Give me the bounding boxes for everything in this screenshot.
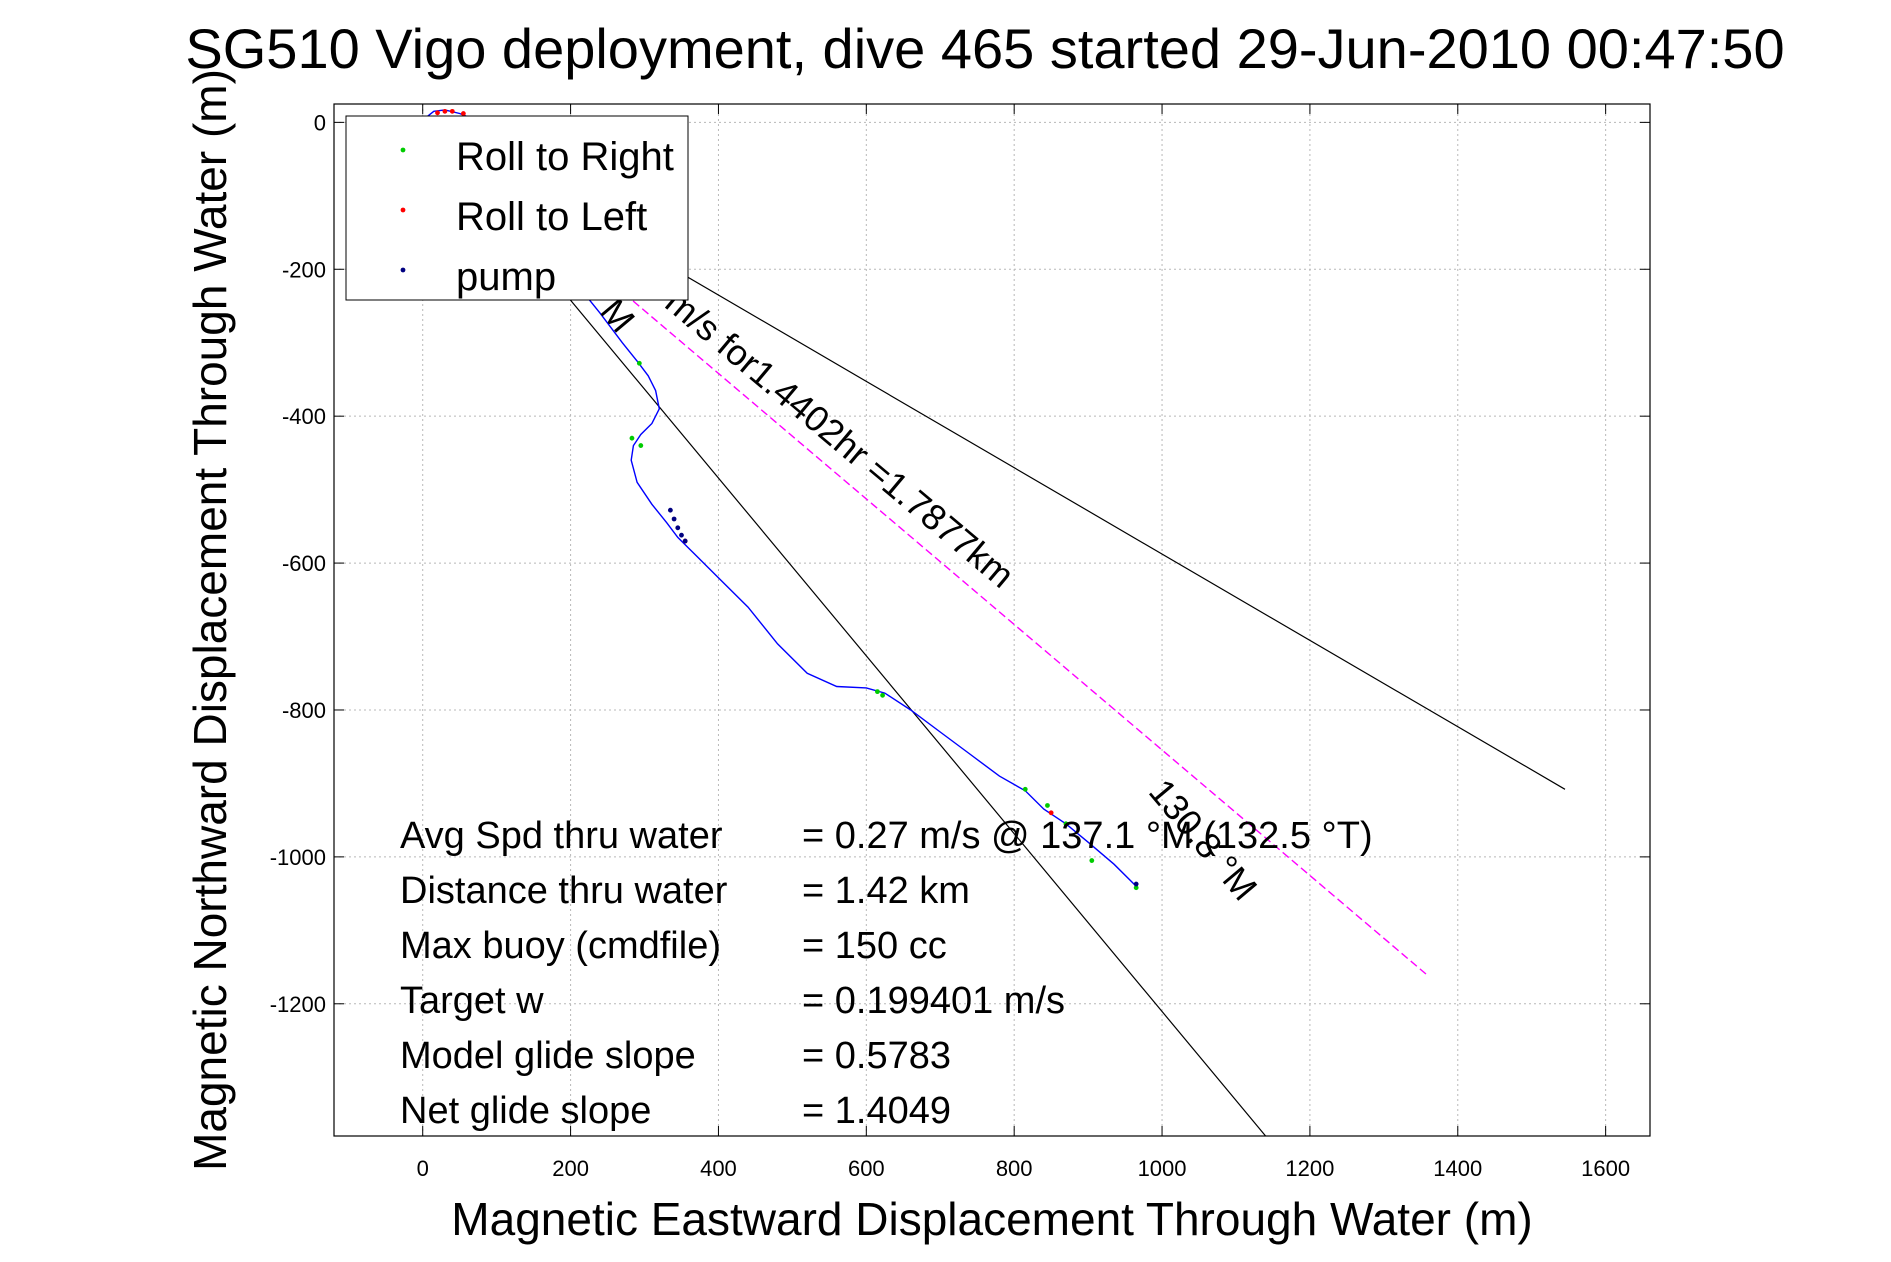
chart-title: SG510 Vigo deployment, dive 465 started … — [185, 17, 1784, 80]
y-tick-label: -1000 — [270, 845, 326, 870]
roll-right-point — [637, 361, 642, 366]
y-tick-label: -400 — [282, 404, 326, 429]
stat-label: Model glide slope — [400, 1035, 696, 1077]
pump-point — [668, 508, 673, 513]
stat-label: Target w — [400, 980, 544, 1022]
x-tick-label: 1600 — [1581, 1156, 1630, 1181]
legend: Roll to Right Roll to Left pump — [346, 116, 688, 300]
y-tick-label: -600 — [282, 551, 326, 576]
roll-right-point — [875, 689, 880, 694]
x-axis-label: Magnetic Eastward Displacement Through W… — [451, 1193, 1532, 1245]
y-tick-label: -200 — [282, 257, 326, 282]
stat-value: = 0.199401 m/s — [802, 980, 1065, 1022]
y-tick-label: -1200 — [270, 992, 326, 1017]
stat-label: Max buoy (cmdfile) — [400, 925, 721, 967]
stat-value: = 0.5783 — [802, 1035, 951, 1077]
x-tick-label: 600 — [848, 1156, 885, 1181]
x-tick-label: 0 — [417, 1156, 429, 1181]
stat-value: = 0.27 m/s @ 137.1 °M (132.5 °T) — [802, 815, 1373, 857]
x-tick-label: 200 — [552, 1156, 589, 1181]
y-tick-label: 0 — [314, 110, 326, 135]
annotations: m/s for1.4402hr =1.7877kmM130.8 °M — [593, 281, 1266, 908]
legend-label: pump — [456, 255, 556, 299]
legend-marker — [401, 208, 406, 213]
stat-label: Avg Spd thru water — [400, 815, 723, 857]
x-tick-label: 400 — [700, 1156, 737, 1181]
x-tick-label: 1400 — [1433, 1156, 1482, 1181]
stat-label: Net glide slope — [400, 1090, 651, 1132]
roll-right-point — [1023, 787, 1028, 792]
legend-marker — [401, 148, 406, 153]
y-tick-label: -800 — [282, 698, 326, 723]
roll-right-point — [630, 436, 635, 441]
legend-label: Roll to Left — [456, 195, 647, 239]
roll-left-point — [461, 111, 466, 116]
roll-right-point — [638, 443, 643, 448]
x-tick-label: 800 — [996, 1156, 1033, 1181]
pump-point — [675, 525, 680, 530]
legend-marker — [401, 268, 406, 273]
legend-label: Roll to Right — [456, 135, 674, 179]
pump-point — [1134, 882, 1139, 887]
stat-value: = 1.4049 — [802, 1090, 951, 1132]
y-axis-label: Magnetic Northward Displacement Through … — [184, 69, 236, 1171]
pump-point — [683, 539, 688, 544]
stat-value: = 1.42 km — [802, 870, 970, 912]
roll-right-point — [880, 693, 885, 698]
roll-right-point — [1089, 858, 1094, 863]
line-annotation: m/s for1.4402hr =1.7877km — [658, 281, 1022, 596]
pump-point — [672, 517, 677, 522]
roll-left-point — [442, 109, 447, 114]
stat-value: = 150 cc — [802, 925, 947, 967]
roll-right-point — [1045, 803, 1050, 808]
pump-point — [679, 533, 684, 538]
x-tick-label: 1200 — [1285, 1156, 1334, 1181]
x-tick-label: 1000 — [1138, 1156, 1187, 1181]
roll-left-point — [435, 110, 440, 115]
stat-label: Distance thru water — [400, 870, 728, 912]
roll-left-point — [450, 109, 455, 114]
